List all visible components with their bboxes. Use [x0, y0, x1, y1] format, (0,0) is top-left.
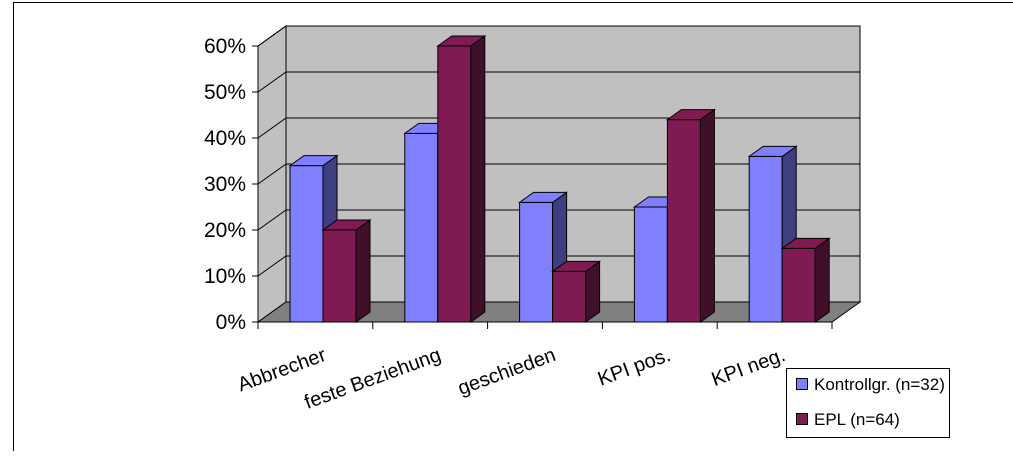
y-tick-label: 0% — [216, 311, 246, 334]
y-tick-label: 20% — [204, 219, 246, 242]
bar-front — [782, 248, 815, 322]
bar-epl-n-64-kpi-neg — [782, 238, 829, 322]
bar-front — [290, 166, 323, 322]
bar-side — [356, 220, 370, 322]
y-tick-label: 30% — [204, 173, 246, 196]
legend-swatch-epl — [797, 414, 808, 425]
bar-side — [471, 36, 485, 322]
y-tick-label: 50% — [204, 81, 246, 104]
y-tick-label: 60% — [204, 35, 246, 58]
legend: Kontrollgr. (n=32) EPL (n=64) — [787, 369, 950, 438]
bar-epl-n-64-abbrecher — [323, 220, 370, 322]
bar-front — [323, 230, 356, 322]
y-tick-label: 10% — [204, 265, 246, 288]
bar-epl-n-64-geschieden — [553, 261, 600, 322]
bar-front — [749, 156, 782, 322]
bar-side — [700, 110, 714, 322]
bar-front — [438, 46, 471, 322]
bar-front — [667, 120, 700, 322]
bar-epl-n-64-kpi-pos — [667, 110, 714, 322]
bar-side — [815, 238, 829, 322]
bar-epl-n-64-feste-beziehung — [438, 36, 485, 322]
bar-front — [553, 271, 586, 322]
legend-swatch-kontrollgr — [797, 379, 808, 390]
legend-label-kontrollgr: Kontrollgr. (n=32) — [814, 375, 945, 394]
legend-label-epl: EPL (n=64) — [814, 410, 900, 429]
bar-front — [520, 202, 553, 322]
y-tick-label: 40% — [204, 127, 246, 150]
bar-front — [634, 207, 667, 322]
bar-front — [405, 133, 438, 322]
